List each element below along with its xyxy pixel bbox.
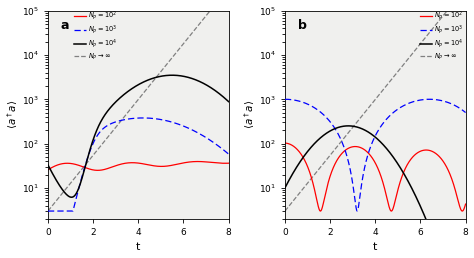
Text: a: a	[61, 19, 69, 32]
Legend: $N_P=10^2$, $N_P=10^3$, $N_P=10^4$, $N_P\rightarrow\infty$: $N_P=10^2$, $N_P=10^3$, $N_P=10^4$, $N_P…	[417, 7, 465, 64]
Y-axis label: $\langle a^\dagger a \rangle$: $\langle a^\dagger a \rangle$	[6, 100, 20, 129]
X-axis label: t: t	[373, 243, 377, 252]
Y-axis label: $\langle a^\dagger a \rangle$: $\langle a^\dagger a \rangle$	[243, 100, 257, 129]
X-axis label: t: t	[136, 243, 140, 252]
Legend: $N_P=10^2$, $N_P=10^3$, $N_P=10^4$, $N_P\rightarrow\infty$: $N_P=10^2$, $N_P=10^3$, $N_P=10^4$, $N_P…	[72, 7, 120, 64]
Text: b: b	[298, 19, 307, 32]
